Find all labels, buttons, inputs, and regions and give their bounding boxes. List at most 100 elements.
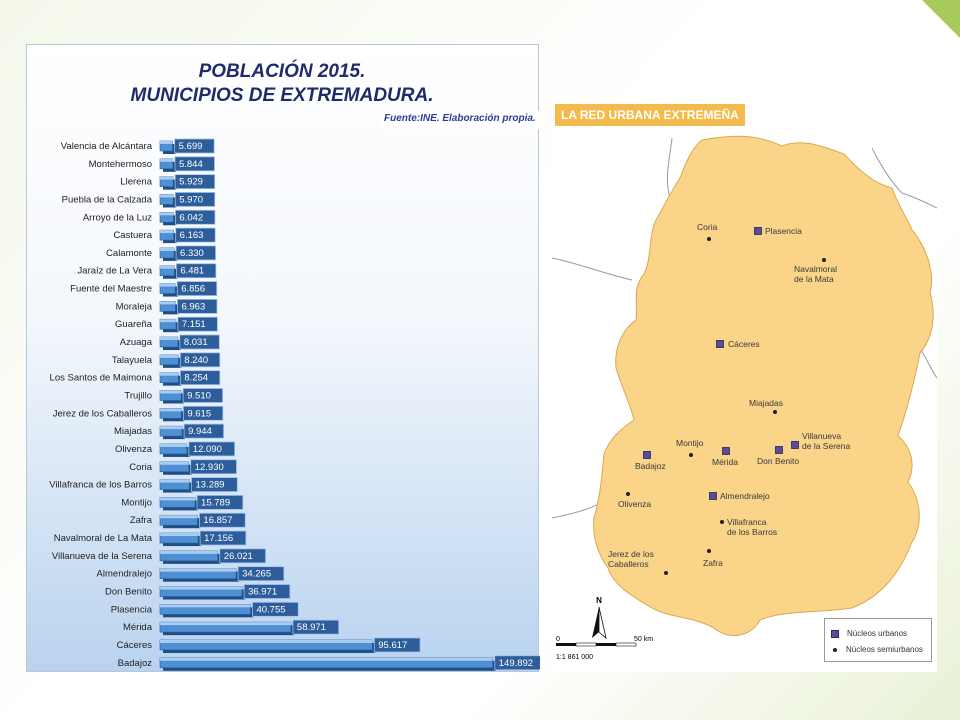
population-bar-chart: POBLACIÓN 2015. MUNICIPIOS DE EXTREMADUR… bbox=[49, 60, 540, 671]
category-label: Castuera bbox=[113, 230, 152, 241]
semi-node-icon bbox=[626, 492, 630, 496]
place-label: Almendralejo bbox=[720, 491, 770, 501]
semi-node-icon bbox=[720, 520, 724, 524]
place-label: Navalmoral bbox=[794, 264, 837, 274]
legend-semi-label: Núcleos semiurbanos bbox=[846, 645, 923, 654]
bar-highlight bbox=[160, 212, 174, 216]
data-label: 13.289 bbox=[196, 480, 225, 491]
data-label-box bbox=[188, 441, 236, 457]
category-label: Zafra bbox=[130, 515, 153, 526]
data-label-box bbox=[174, 174, 216, 190]
source-box bbox=[382, 111, 540, 129]
category-label: Calamonte bbox=[106, 248, 152, 259]
urban-network-map: N 0 50 km 1:1 861 000 Coria Plasencia Nava… bbox=[552, 98, 937, 672]
north-letter: N bbox=[596, 596, 602, 605]
chart-title-line1: POBLACIÓN 2015. bbox=[199, 60, 366, 82]
data-label-box bbox=[243, 584, 291, 599]
map-drawing: N 0 50 km 1:1 861 000 Coria Plasencia Nava… bbox=[552, 135, 937, 661]
data-label: 6.163 bbox=[180, 230, 204, 241]
border-line bbox=[552, 502, 601, 519]
data-label-box bbox=[179, 370, 221, 386]
urban-node-icon bbox=[709, 492, 717, 500]
data-label-box bbox=[191, 477, 238, 492]
data-label: 34.265 bbox=[242, 569, 271, 580]
data-label-box bbox=[373, 637, 421, 653]
scale-ratio: 1:1 861 000 bbox=[556, 654, 593, 661]
data-label-box bbox=[174, 138, 215, 154]
bar-highlight bbox=[160, 497, 196, 501]
category-label: Almendralejo bbox=[97, 569, 152, 580]
semi-node-icon bbox=[707, 549, 711, 553]
data-label: 5.844 bbox=[179, 159, 203, 170]
scale-segment bbox=[596, 643, 616, 646]
place-label: Badajoz bbox=[635, 461, 666, 471]
place-label: Villanueva bbox=[802, 431, 841, 441]
data-label-box bbox=[175, 209, 216, 225]
data-label-box bbox=[182, 405, 224, 421]
data-label-box bbox=[292, 619, 340, 635]
bar-highlight bbox=[160, 568, 237, 572]
scale-zero: 0 bbox=[556, 636, 560, 643]
urban-node-icon bbox=[722, 447, 730, 455]
data-label: 5.970 bbox=[179, 194, 203, 205]
category-label: Montehermoso bbox=[89, 159, 152, 170]
semi-dot-icon bbox=[833, 647, 837, 652]
corner-accent bbox=[922, 0, 960, 38]
data-label: 5.929 bbox=[179, 177, 203, 188]
place-label: Mérida bbox=[712, 457, 738, 467]
place-label: Cáceres bbox=[728, 339, 760, 349]
category-label: Trujillo bbox=[124, 390, 152, 401]
bars-layer: Valencia de Alcántara 5.699 Montehermoso 5.… bbox=[49, 138, 540, 671]
urban-node-icon bbox=[643, 451, 651, 459]
data-label-box bbox=[494, 655, 540, 671]
data-label-box bbox=[237, 566, 285, 582]
bar-highlight bbox=[160, 176, 174, 180]
data-label: 9.510 bbox=[187, 390, 211, 401]
category-label: Villanueva de la Serena bbox=[52, 551, 153, 562]
category-label: Don Benito bbox=[105, 587, 152, 598]
bar bbox=[159, 514, 198, 526]
urban-node-icon bbox=[754, 227, 762, 235]
category-label: Badajoz bbox=[118, 658, 153, 669]
data-label: 6.963 bbox=[181, 301, 205, 312]
bar-highlight bbox=[160, 426, 183, 430]
bar-highlight bbox=[160, 550, 218, 554]
data-label-box bbox=[176, 281, 218, 296]
bar-highlight bbox=[160, 319, 176, 323]
category-label: Jerez de los Caballeros bbox=[53, 408, 153, 419]
border-line bbox=[666, 137, 673, 199]
place-label: Plasencia bbox=[765, 226, 802, 236]
data-label: 5.699 bbox=[179, 141, 203, 152]
bar-highlight bbox=[160, 265, 175, 269]
category-label: Llerena bbox=[120, 177, 152, 188]
bar-highlight bbox=[160, 657, 493, 661]
data-label-box bbox=[177, 316, 218, 332]
data-label: 8.031 bbox=[184, 337, 208, 348]
data-label-box bbox=[179, 334, 220, 350]
chart-title-line2: MUNICIPIOS DE EXTREMADURA. bbox=[131, 85, 434, 106]
extremadura-region bbox=[593, 135, 934, 636]
place-label: Montijo bbox=[676, 438, 704, 448]
place-label: Don Benito bbox=[757, 456, 799, 466]
category-label: Guareña bbox=[115, 319, 153, 330]
scale-km-label: 50 km bbox=[634, 636, 653, 643]
data-label-box bbox=[219, 548, 266, 564]
bar-highlight bbox=[160, 390, 182, 394]
north-arrow-icon bbox=[598, 606, 607, 640]
category-label: Arroyo de la Luz bbox=[83, 212, 152, 223]
bar-highlight bbox=[160, 639, 373, 643]
category-label: Puebla de la Calzada bbox=[62, 194, 153, 205]
category-label: Los Santos de Maimona bbox=[50, 373, 153, 384]
bar-highlight bbox=[160, 461, 189, 465]
data-label-box bbox=[190, 459, 237, 475]
data-label-box bbox=[175, 245, 216, 261]
data-label: 9.944 bbox=[188, 426, 212, 437]
bar-highlight bbox=[160, 515, 198, 519]
bar-highlight bbox=[160, 283, 176, 287]
data-label: 6.856 bbox=[181, 284, 205, 295]
bar-highlight bbox=[160, 443, 187, 447]
data-label-box bbox=[199, 530, 247, 546]
category-label: Valencia de Alcántara bbox=[61, 141, 153, 152]
category-label: Olivenza bbox=[115, 444, 153, 455]
data-label: 36.971 bbox=[248, 587, 277, 598]
